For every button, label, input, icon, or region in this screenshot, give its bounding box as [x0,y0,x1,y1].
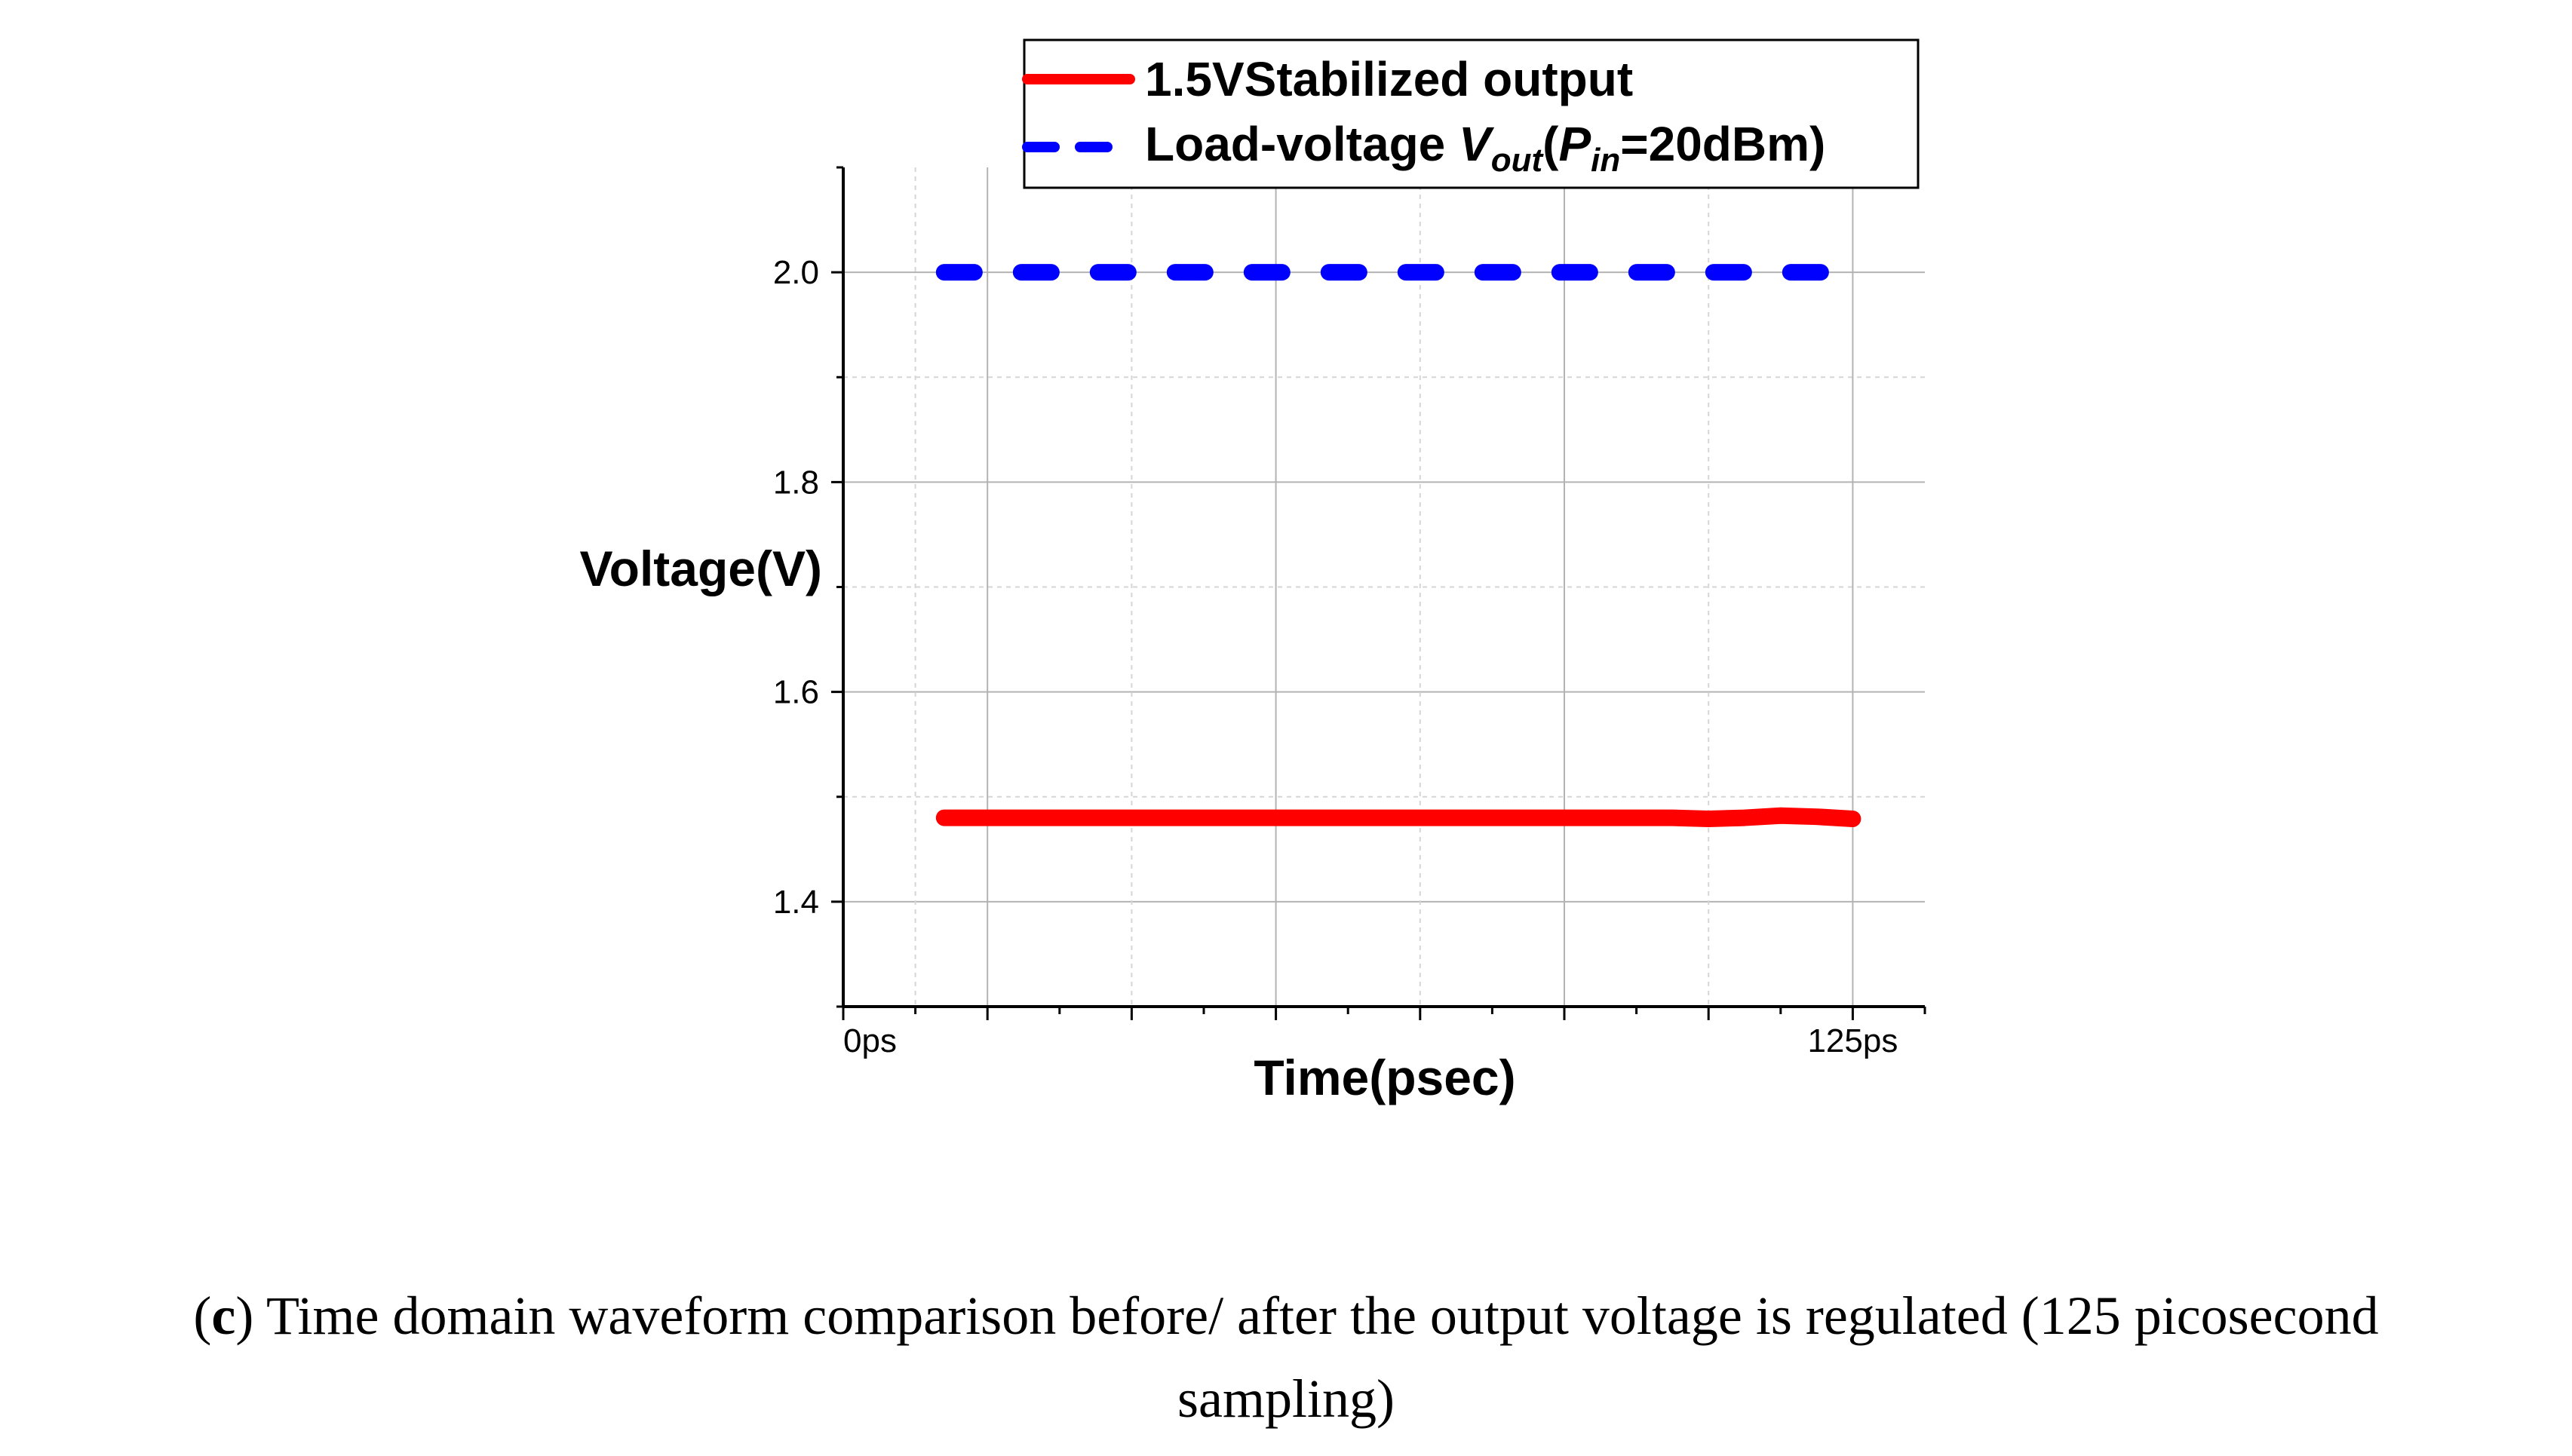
x-axis-title: Time(psec) [1254,1050,1515,1105]
caption-line-1: (c) Time domain waveform comparison befo… [0,1274,2572,1357]
x-tick-label: 0ps [843,1022,897,1059]
legend-in-subscript: in [1591,142,1620,179]
caption-paren-open: ( [193,1286,212,1346]
series-line-stabilized-output [935,807,1861,827]
grid [843,167,1925,1007]
caption-letter: c [211,1286,236,1346]
legend-p: P [1558,117,1591,171]
legend-rest: =20dBm) [1620,117,1825,171]
x-tick-label: 125ps [1807,1022,1898,1059]
y-tick-label: 1.4 [773,884,819,921]
caption-text: ) Time domain waveform comparison before… [235,1286,2379,1346]
figure-caption: (c) Time domain waveform comparison befo… [0,1274,2572,1440]
y-tick-label: 2.0 [773,254,819,291]
legend-box [1023,38,1920,189]
legend-text-main: Load-voltage [1145,117,1459,171]
legend: 1.5VStabilized output Load-voltage Vout(… [1022,38,1920,189]
legend-out-subscript: out [1491,142,1545,179]
y-axis-title: Voltage(V) [580,541,822,596]
y-tick-label: 1.6 [773,674,819,711]
legend-paren: ( [1542,117,1559,171]
axes [842,167,1925,1008]
legend-label-stabilized: 1.5VStabilized output [1145,52,1633,106]
legend-label-load-voltage: Load-voltage Vout(Pin=20dBm) [1145,117,1825,179]
caption-line-2: sampling) [1177,1369,1395,1429]
legend-v: V [1459,117,1495,171]
series-layer [935,264,1861,827]
ticks: 1.4 1.6 1.8 2.0 0ps 125ps [773,166,1926,1059]
y-tick-label: 1.8 [773,464,819,501]
